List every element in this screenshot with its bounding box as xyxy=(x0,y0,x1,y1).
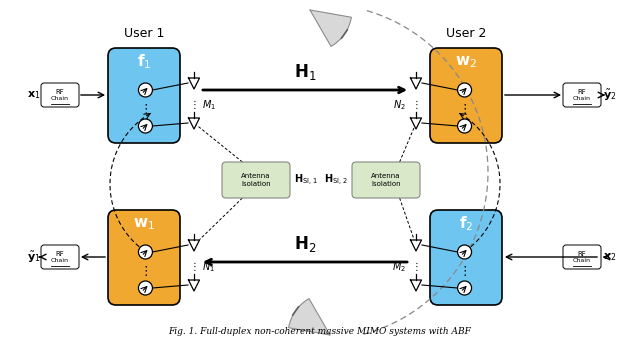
Polygon shape xyxy=(410,240,422,251)
FancyBboxPatch shape xyxy=(108,210,180,305)
Text: ⋮: ⋮ xyxy=(458,264,471,277)
Circle shape xyxy=(138,245,152,259)
Text: $M_2$: $M_2$ xyxy=(392,260,406,274)
Circle shape xyxy=(138,119,152,133)
Polygon shape xyxy=(310,10,351,46)
Polygon shape xyxy=(189,280,200,291)
Text: ⋮: ⋮ xyxy=(411,100,421,110)
Polygon shape xyxy=(189,78,200,89)
Text: $N_1$: $N_1$ xyxy=(202,260,215,274)
Text: $M_1$: $M_1$ xyxy=(202,98,216,112)
Text: User 2: User 2 xyxy=(446,27,486,40)
FancyBboxPatch shape xyxy=(41,83,79,107)
Polygon shape xyxy=(410,280,422,291)
FancyBboxPatch shape xyxy=(430,210,502,305)
Circle shape xyxy=(458,119,472,133)
Text: RF: RF xyxy=(56,251,65,257)
Text: ⋮: ⋮ xyxy=(411,262,421,272)
FancyBboxPatch shape xyxy=(430,48,502,143)
Text: $\mathbf{x}_2$: $\mathbf{x}_2$ xyxy=(604,251,617,263)
Text: ⋮: ⋮ xyxy=(458,103,471,116)
Circle shape xyxy=(458,281,472,295)
Text: $\mathbf{x}_1$: $\mathbf{x}_1$ xyxy=(28,89,41,101)
Text: Antenna
Isolation: Antenna Isolation xyxy=(241,174,271,187)
FancyBboxPatch shape xyxy=(352,162,420,198)
FancyBboxPatch shape xyxy=(222,162,290,198)
Polygon shape xyxy=(289,299,330,335)
Text: Chain: Chain xyxy=(51,259,69,263)
Circle shape xyxy=(458,83,472,97)
Text: Chain: Chain xyxy=(51,96,69,102)
Text: ⋮: ⋮ xyxy=(189,100,199,110)
Polygon shape xyxy=(189,118,200,129)
Text: ⋮: ⋮ xyxy=(139,103,152,116)
Circle shape xyxy=(458,245,472,259)
Text: RF: RF xyxy=(578,251,586,257)
FancyBboxPatch shape xyxy=(108,48,180,143)
Text: ⋮: ⋮ xyxy=(189,262,199,272)
Text: $\tilde{\mathbf{y}}_1$: $\tilde{\mathbf{y}}_1$ xyxy=(28,249,41,264)
Text: User 1: User 1 xyxy=(124,27,164,40)
Text: $\mathbf{f}_2$: $\mathbf{f}_2$ xyxy=(459,215,473,233)
Text: $\mathbf{w}_2$: $\mathbf{w}_2$ xyxy=(455,54,477,70)
FancyBboxPatch shape xyxy=(563,245,601,269)
Polygon shape xyxy=(410,78,422,89)
Text: $\mathbf{f}_1$: $\mathbf{f}_1$ xyxy=(137,52,151,71)
Text: Chain: Chain xyxy=(573,259,591,263)
Text: RF: RF xyxy=(56,89,65,95)
Text: ⋮: ⋮ xyxy=(139,264,152,277)
Text: $\mathbf{H}_2$: $\mathbf{H}_2$ xyxy=(294,234,316,254)
Circle shape xyxy=(138,281,152,295)
Text: $\tilde{\mathbf{y}}_2$: $\tilde{\mathbf{y}}_2$ xyxy=(604,87,617,103)
FancyBboxPatch shape xyxy=(41,245,79,269)
Text: $\mathbf{H}_{\mathrm{SI},1}$: $\mathbf{H}_{\mathrm{SI},1}$ xyxy=(294,173,317,188)
Text: Chain: Chain xyxy=(573,96,591,102)
Text: Antenna
Isolation: Antenna Isolation xyxy=(371,174,401,187)
Polygon shape xyxy=(189,240,200,251)
Circle shape xyxy=(138,83,152,97)
Polygon shape xyxy=(410,118,422,129)
Text: $\mathbf{H}_1$: $\mathbf{H}_1$ xyxy=(294,62,316,82)
FancyBboxPatch shape xyxy=(563,83,601,107)
Text: RF: RF xyxy=(578,89,586,95)
Text: $\mathbf{w}_1$: $\mathbf{w}_1$ xyxy=(133,216,155,232)
Text: $N_2$: $N_2$ xyxy=(393,98,406,112)
Text: $\mathbf{H}_{\mathrm{SI},2}$: $\mathbf{H}_{\mathrm{SI},2}$ xyxy=(324,173,348,188)
Text: Fig. 1. Full-duplex non-coherent massive MIMO systems with ABF: Fig. 1. Full-duplex non-coherent massive… xyxy=(168,327,472,336)
